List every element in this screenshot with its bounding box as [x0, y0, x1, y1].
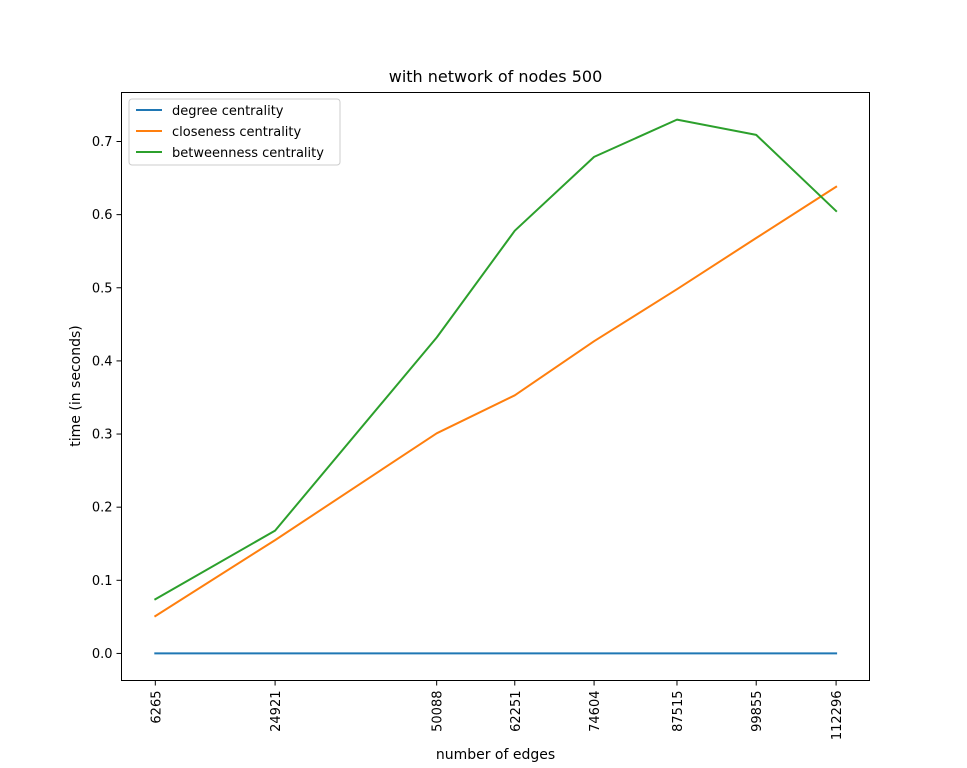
plot-frame — [121, 92, 870, 681]
y-tick-label: 0.5 — [92, 281, 113, 296]
x-tick-label: 99855 — [750, 691, 765, 732]
legend-box — [128, 98, 341, 166]
x-tick-label: 6265 — [149, 691, 164, 724]
legend-label: degree centrality — [172, 104, 284, 119]
y-tick-label: 0.4 — [92, 354, 113, 369]
y-tick-label: 0.6 — [92, 208, 113, 223]
x-tick-label: 24921 — [269, 691, 284, 732]
x-tick-label: 74604 — [588, 691, 603, 732]
x-axis-label: number of edges — [436, 747, 555, 763]
chart-title: with network of nodes 500 — [389, 67, 603, 86]
y-axis-label: time (in seconds) — [68, 325, 84, 446]
y-tick-label: 0.1 — [92, 574, 113, 589]
y-tick-label: 0.2 — [92, 501, 113, 516]
series-line-1 — [153, 185, 838, 618]
legend-label: betweenness centrality — [172, 146, 324, 161]
legend: degree centrality closeness centrality bet… — [128, 98, 341, 166]
y-tick-label: 0.0 — [92, 647, 113, 662]
x-tick-label: 87515 — [671, 691, 686, 732]
series-layer — [153, 118, 838, 655]
y-tick-label: 0.7 — [92, 135, 113, 150]
x-tick-label: 112296 — [830, 691, 845, 741]
legend-label: closeness centrality — [172, 125, 302, 140]
x-tick-label: 62251 — [509, 691, 524, 732]
y-tick-label: 0.3 — [92, 428, 113, 443]
series-line-2 — [153, 118, 838, 601]
ticks-layer: 6265 24921 50088 62251 74604 87515 99855 112296… — [92, 135, 845, 740]
x-tick-label: 50088 — [431, 691, 446, 732]
